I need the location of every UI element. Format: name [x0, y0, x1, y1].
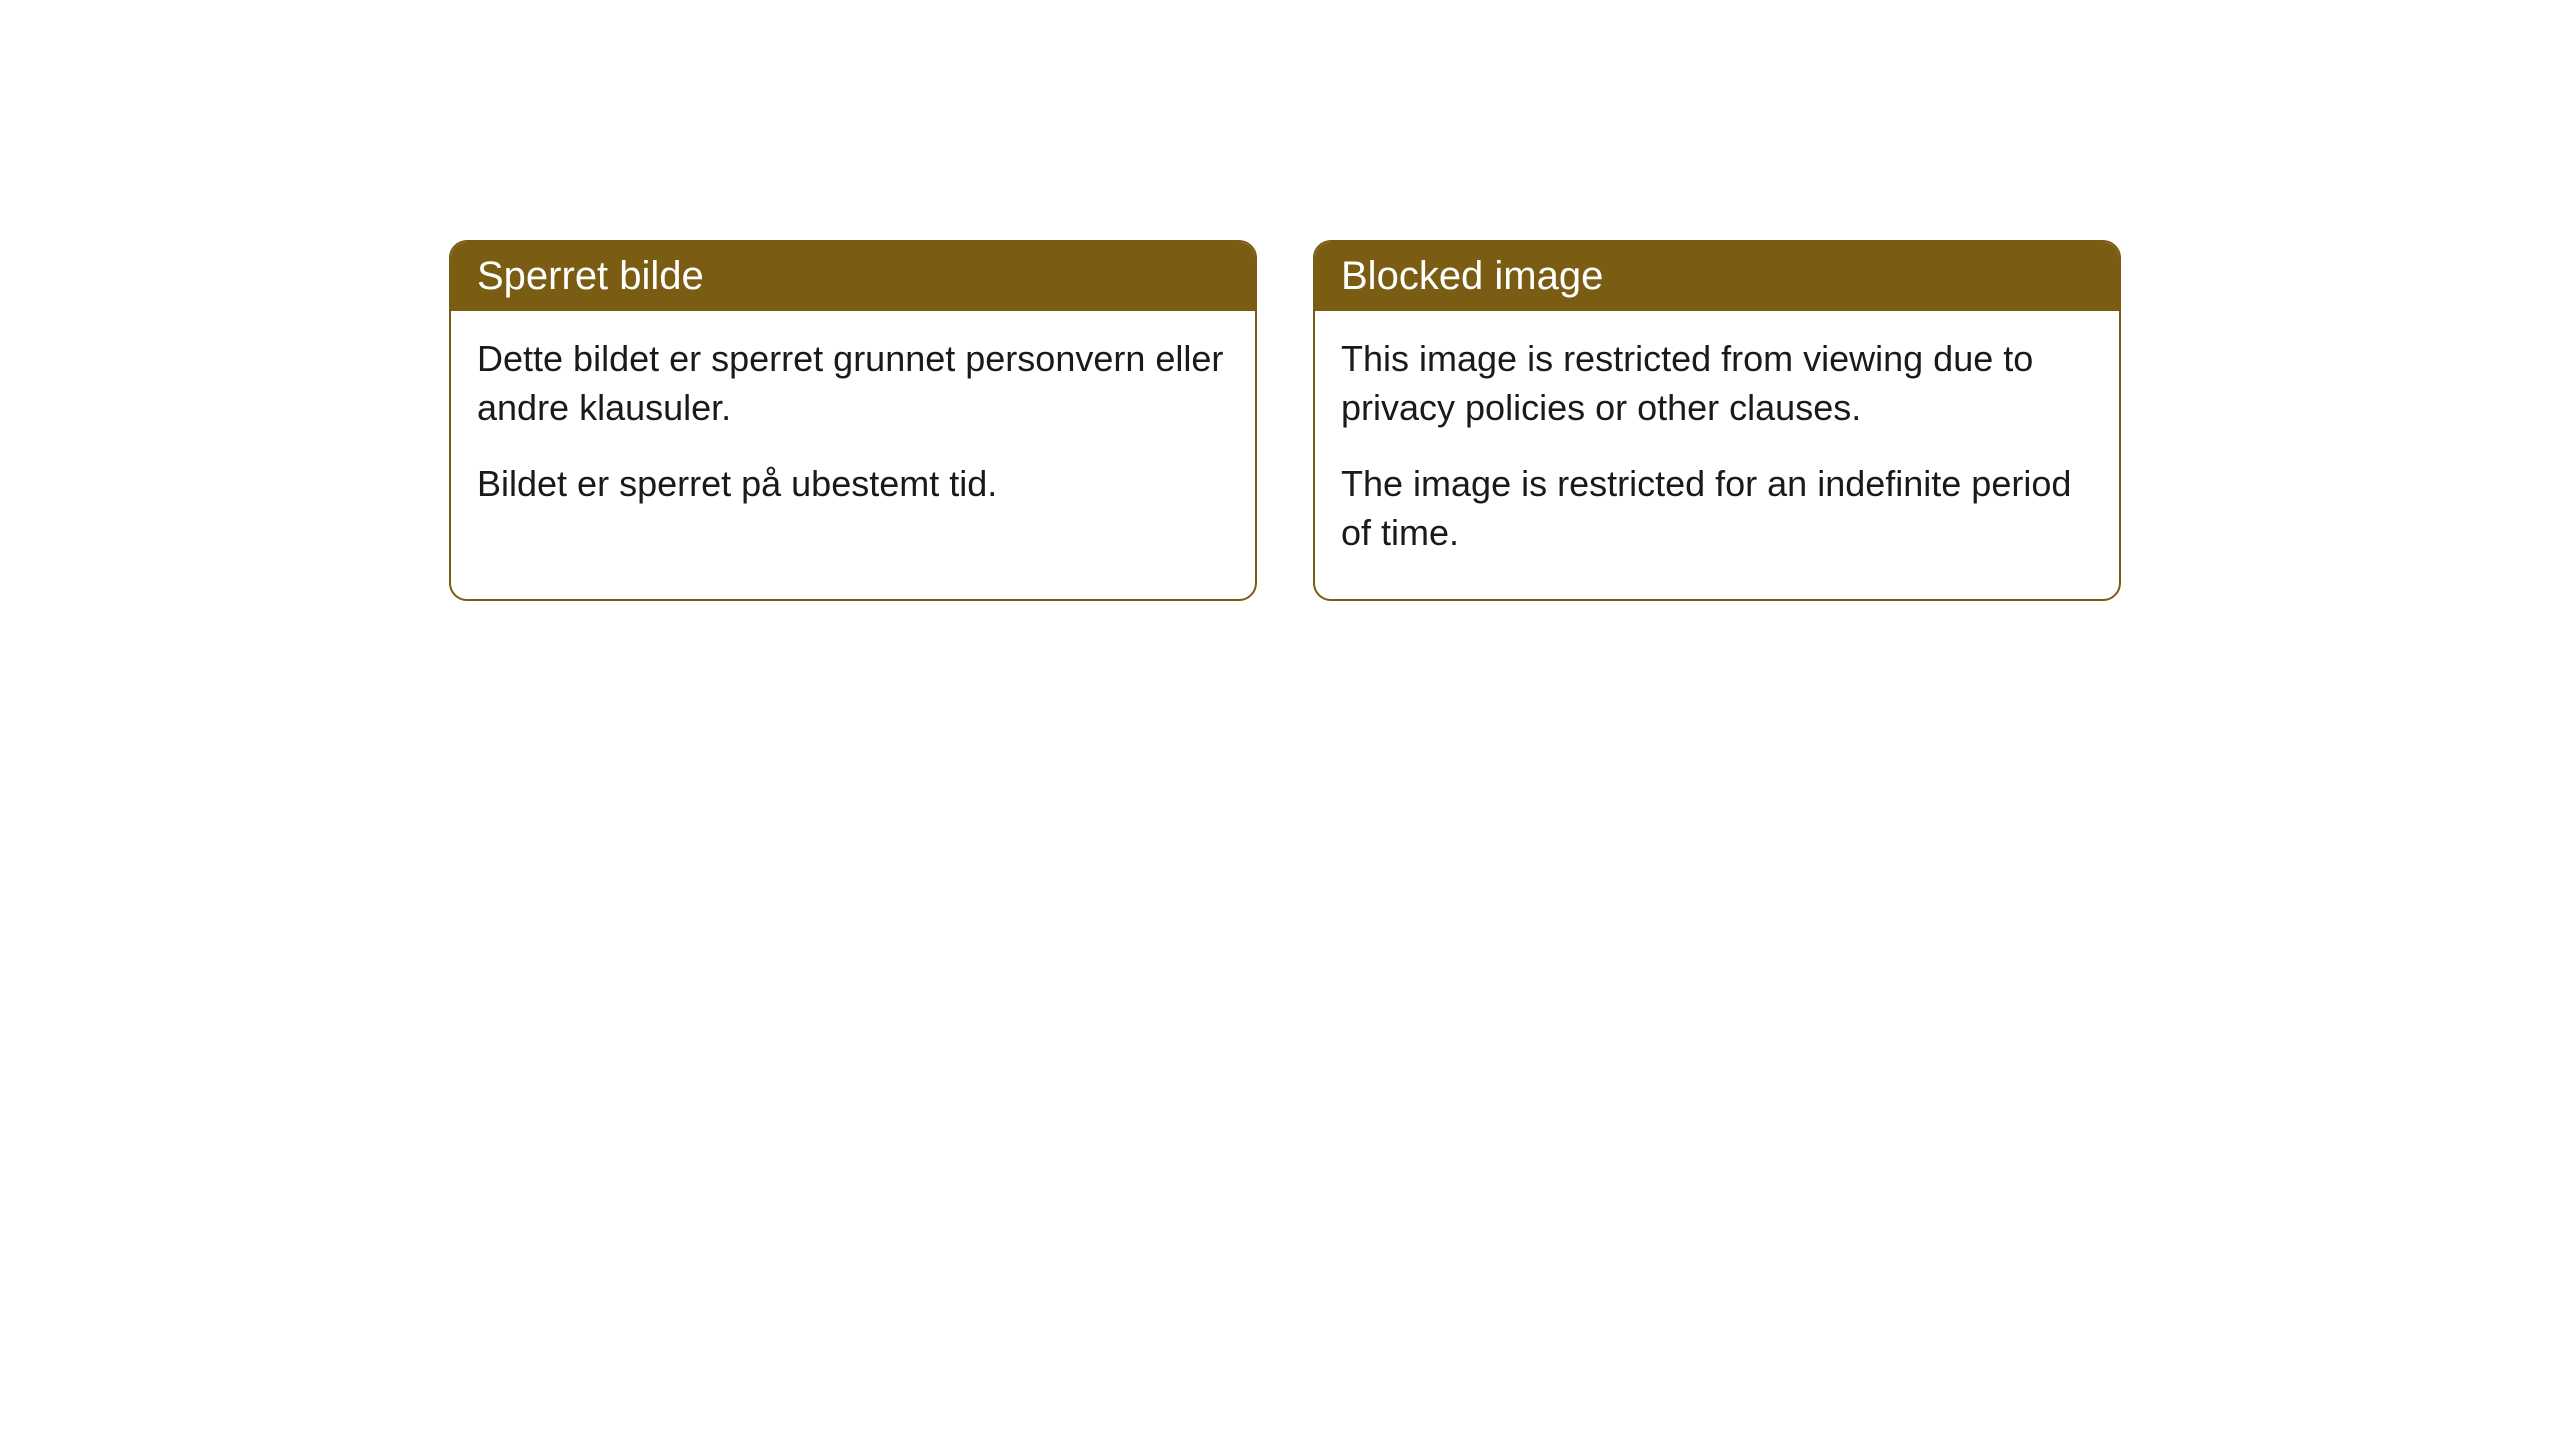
card-paragraph: Dette bildet er sperret grunnet personve… — [477, 335, 1229, 432]
card-paragraph: The image is restricted for an indefinit… — [1341, 460, 2093, 557]
card-title: Sperret bilde — [477, 254, 704, 298]
card-header: Sperret bilde — [451, 242, 1255, 311]
card-paragraph: This image is restricted from viewing du… — [1341, 335, 2093, 432]
notice-cards-container: Sperret bilde Dette bildet er sperret gr… — [449, 240, 2121, 601]
notice-card-english: Blocked image This image is restricted f… — [1313, 240, 2121, 601]
card-body: This image is restricted from viewing du… — [1315, 311, 2119, 599]
card-header: Blocked image — [1315, 242, 2119, 311]
card-paragraph: Bildet er sperret på ubestemt tid. — [477, 460, 1229, 509]
card-title: Blocked image — [1341, 254, 1603, 298]
notice-card-norwegian: Sperret bilde Dette bildet er sperret gr… — [449, 240, 1257, 601]
card-body: Dette bildet er sperret grunnet personve… — [451, 311, 1255, 551]
